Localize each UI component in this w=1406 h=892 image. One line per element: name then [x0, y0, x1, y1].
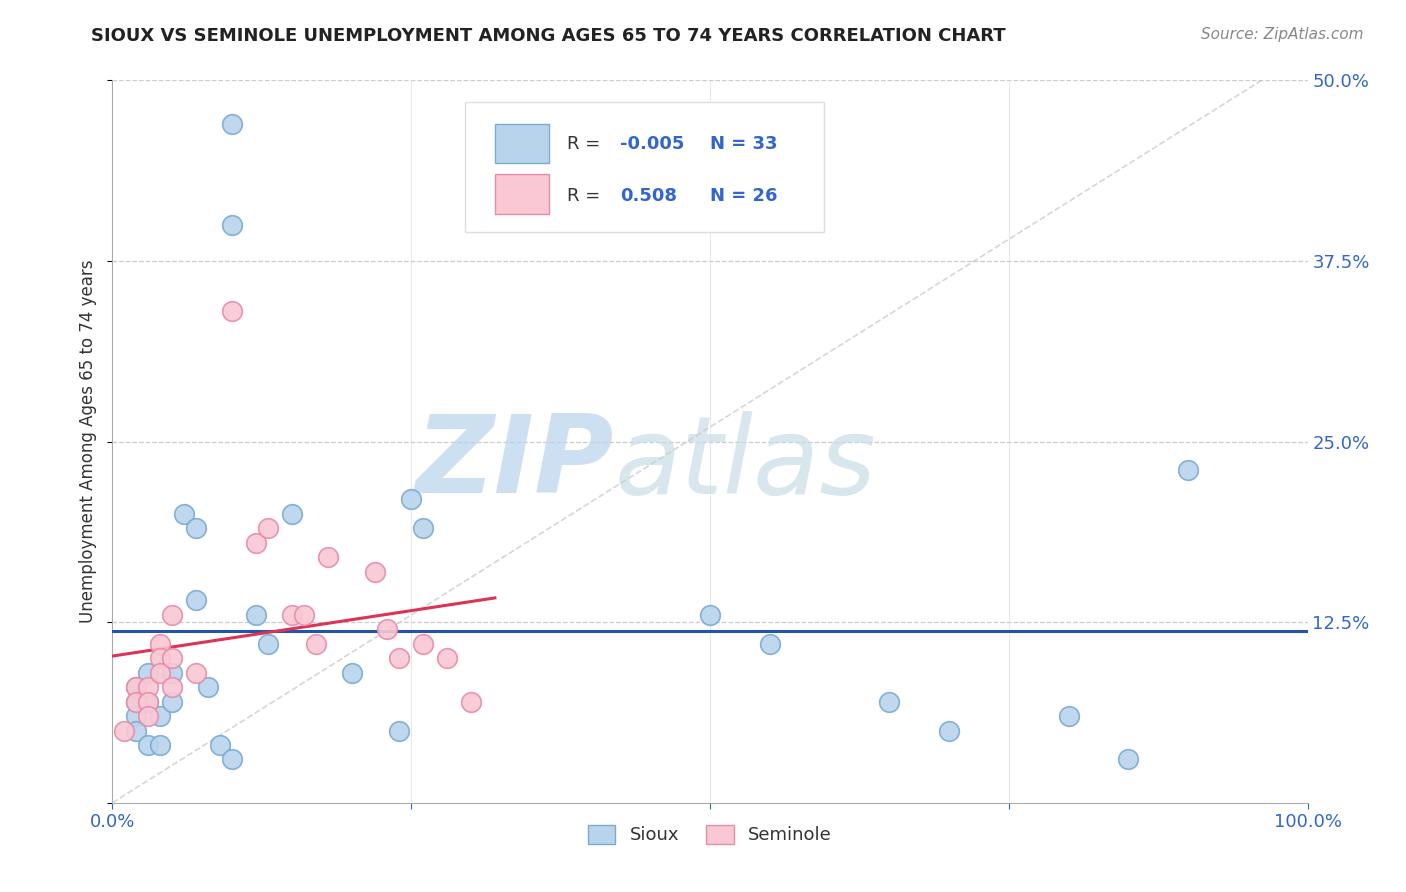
- Point: [149, 738, 172, 752]
- Point: [221, 304, 243, 318]
- Point: [125, 680, 148, 694]
- Point: [209, 738, 232, 752]
- Point: [257, 521, 280, 535]
- Point: [138, 665, 160, 680]
- Point: [125, 723, 148, 738]
- Point: [138, 738, 160, 752]
- Point: [186, 593, 208, 607]
- Point: [412, 637, 434, 651]
- Point: [759, 637, 782, 651]
- Point: [173, 507, 195, 521]
- Point: [412, 521, 434, 535]
- Point: [1057, 709, 1080, 723]
- Point: [377, 623, 399, 637]
- Point: [388, 651, 411, 665]
- Point: [125, 695, 148, 709]
- Point: [938, 723, 960, 738]
- Point: [1118, 752, 1140, 766]
- Point: [149, 637, 172, 651]
- Point: [460, 695, 482, 709]
- Text: -0.005: -0.005: [620, 135, 685, 153]
- Point: [305, 637, 328, 651]
- Point: [364, 565, 387, 579]
- Point: [162, 680, 183, 694]
- FancyBboxPatch shape: [465, 102, 824, 232]
- Text: R =: R =: [567, 135, 606, 153]
- Point: [149, 709, 172, 723]
- Point: [162, 695, 183, 709]
- Point: [316, 550, 339, 565]
- Point: [245, 607, 267, 622]
- Point: [292, 607, 315, 622]
- Point: [138, 680, 160, 694]
- Point: [340, 665, 363, 680]
- Point: [186, 665, 208, 680]
- Text: N = 26: N = 26: [710, 187, 778, 205]
- Point: [114, 723, 135, 738]
- Point: [879, 695, 901, 709]
- Text: N = 33: N = 33: [710, 135, 778, 153]
- Text: ZIP: ZIP: [416, 410, 614, 516]
- Text: R =: R =: [567, 187, 606, 205]
- Text: 0.508: 0.508: [620, 187, 678, 205]
- Point: [436, 651, 458, 665]
- Point: [281, 507, 304, 521]
- Point: [1177, 463, 1199, 477]
- Point: [138, 709, 160, 723]
- Text: atlas: atlas: [614, 410, 876, 516]
- Y-axis label: Unemployment Among Ages 65 to 74 years: Unemployment Among Ages 65 to 74 years: [79, 260, 97, 624]
- Point: [125, 709, 148, 723]
- Point: [221, 218, 243, 232]
- Bar: [495, 124, 548, 163]
- Legend: Sioux, Seminole: Sioux, Seminole: [581, 818, 839, 852]
- Point: [162, 665, 183, 680]
- Point: [162, 607, 183, 622]
- Point: [186, 521, 208, 535]
- Point: [149, 665, 172, 680]
- Text: SIOUX VS SEMINOLE UNEMPLOYMENT AMONG AGES 65 TO 74 YEARS CORRELATION CHART: SIOUX VS SEMINOLE UNEMPLOYMENT AMONG AGE…: [91, 27, 1007, 45]
- Point: [221, 117, 243, 131]
- Point: [281, 607, 304, 622]
- Point: [125, 680, 148, 694]
- Point: [149, 651, 172, 665]
- Point: [138, 695, 160, 709]
- Point: [245, 535, 267, 549]
- Text: Source: ZipAtlas.com: Source: ZipAtlas.com: [1201, 27, 1364, 42]
- Bar: [495, 174, 548, 214]
- Point: [162, 651, 183, 665]
- Point: [699, 607, 721, 622]
- Point: [257, 637, 280, 651]
- Point: [221, 752, 243, 766]
- Point: [388, 723, 411, 738]
- Point: [197, 680, 219, 694]
- Point: [138, 695, 160, 709]
- Point: [401, 492, 423, 507]
- Point: [125, 695, 148, 709]
